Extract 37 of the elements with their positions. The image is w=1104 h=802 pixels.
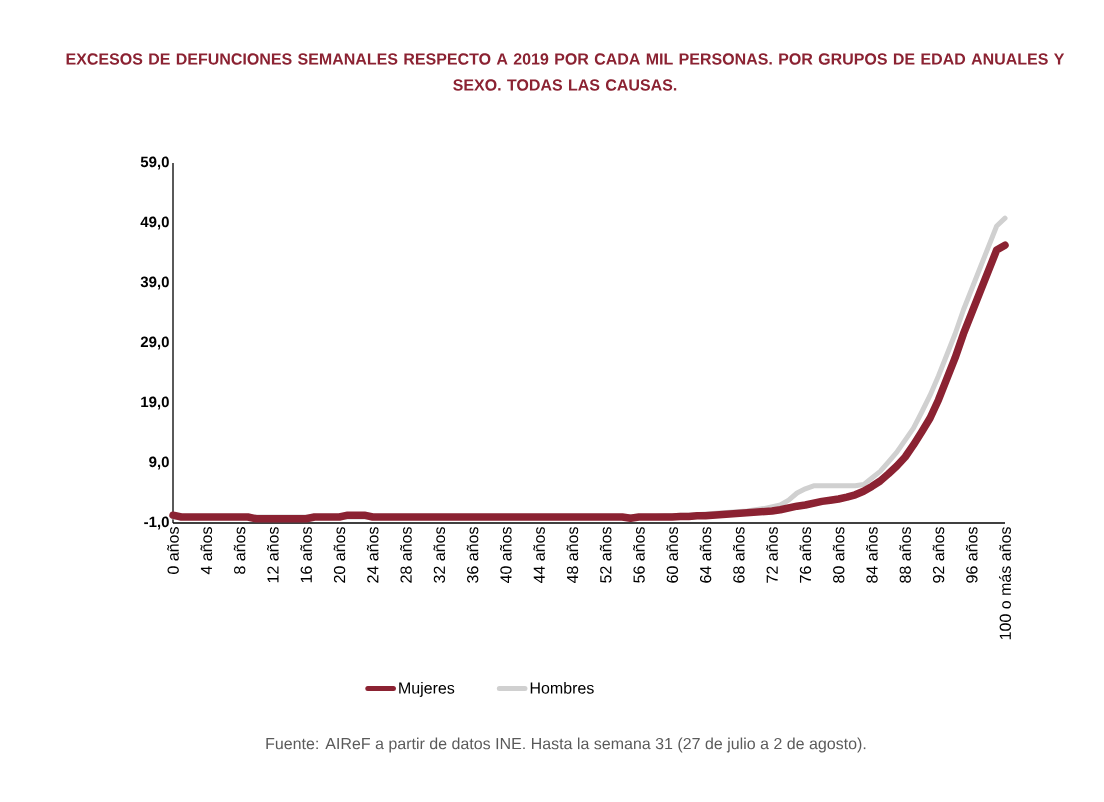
x-tick-label: 80 años	[832, 527, 845, 583]
x-tick-label: 56 años	[633, 527, 645, 583]
x-tick-label: 32 años	[433, 527, 446, 583]
x-tick-label: 72 años	[766, 527, 778, 583]
x-tick-label: 12 años	[267, 527, 279, 583]
y-tick-label: 9,0	[149, 456, 169, 470]
x-tick-label: 100 o más años	[999, 527, 1011, 640]
x-tick-label: 44 años	[533, 527, 545, 584]
y-tick-label: -1,0	[144, 516, 169, 530]
x-tick-label: 8 años	[233, 527, 246, 574]
y-tick-label: 29,0	[140, 336, 169, 350]
x-tick-label: 20 años	[333, 527, 346, 583]
x-tick-label: 52 años	[599, 527, 612, 583]
x-tick-label: 60 años	[666, 527, 679, 583]
x-tick-label: 88 años	[899, 527, 911, 583]
x-tick-label: 16 años	[300, 527, 312, 583]
y-tick-label: 19,0	[141, 396, 169, 410]
x-tick-label: 92 años	[932, 527, 945, 583]
x-tick-label: 28 años	[400, 527, 412, 583]
y-tick-label: 59,0	[140, 156, 169, 170]
y-tick-label: 39,0	[140, 276, 169, 290]
x-tick-label: 24 años	[366, 527, 379, 583]
x-tick-label: 76 años	[799, 527, 812, 583]
legend-label: Hombres	[530, 681, 594, 694]
x-tick-label: 96 años	[965, 527, 978, 583]
x-tick-label: 68 años	[732, 527, 745, 583]
x-tick-label: 40 años	[499, 527, 512, 584]
x-tick-label: 36 años	[466, 527, 479, 583]
chart-title: EXCESOS DE DEFUNCIONES SEMANALES RESPECTO A 2019 POR CADA MIL PERSONAS. POR GRUPOS DE EDAD ANUALES Y SEXO. TODAS LAS CAUSAS.	[66, 53, 1065, 91]
x-tick-label: 64 años	[699, 527, 712, 583]
x-tick-label: 48 años	[566, 527, 579, 584]
x-tick-label: 84 años	[866, 527, 878, 583]
x-tick-label: 4 años	[200, 527, 213, 575]
y-tick-label: 49,0	[140, 216, 169, 230]
x-tick-label: 0 años	[167, 527, 179, 574]
source-note: Fuente: AIReF a partir de datos INE. Hasta la semana 31 (27 de julio a 2 de agosto).	[266, 737, 866, 753]
legend-label: Mujeres	[399, 681, 455, 697]
